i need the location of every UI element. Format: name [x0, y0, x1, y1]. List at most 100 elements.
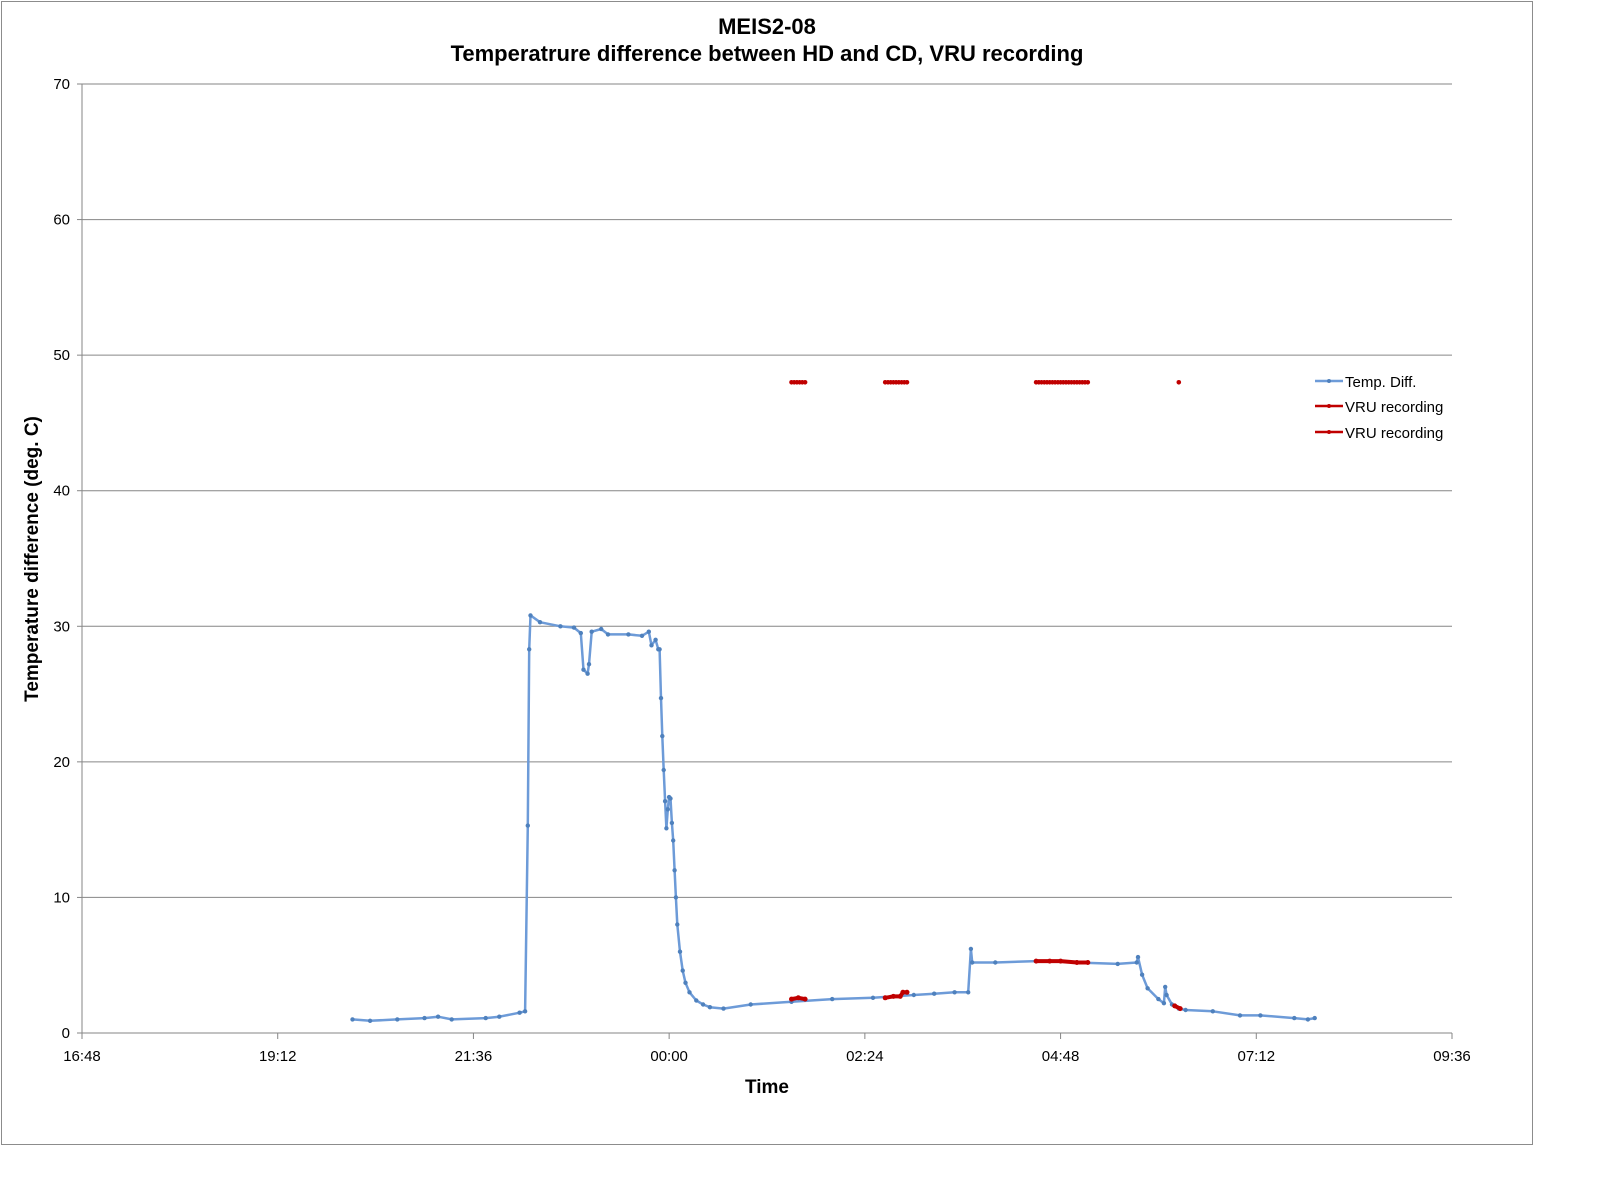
vru-segment-1-point-0 [882, 995, 888, 1001]
legend-label-temp-diff: Temp. Diff. [1345, 374, 1416, 391]
legend-item-vru-markers: VRU recording [1315, 399, 1443, 416]
temp-diff-point-16 [578, 630, 583, 636]
temp-diff-point-48 [700, 1002, 706, 1007]
legend: Temp. Diff. VRU recording VRU recording [1315, 374, 1443, 442]
vru-segment-3-point-0 [1172, 1003, 1178, 1009]
temp-diff-point-13 [537, 620, 543, 625]
y-tick-label-0: 0 [62, 1025, 70, 1042]
temp-diff-point-26 [649, 643, 654, 648]
vru-marker-14 [904, 380, 910, 385]
temp-diff-point-47 [694, 998, 699, 1003]
temp-diff-point-11 [527, 647, 532, 652]
legend-marker-temp-diff [1327, 379, 1331, 383]
vru-segment-2-point-3 [1074, 960, 1080, 965]
temp-diff-point-76 [1183, 1007, 1188, 1013]
y-axis-title: Temperature difference (deg. C) [22, 416, 43, 702]
y-tick-label-10: 10 [53, 889, 70, 906]
x-tick-label-1648: 16:48 [63, 1048, 101, 1065]
vru-segment-2-point-4 [1085, 960, 1091, 965]
y-tick-label-20: 20 [53, 754, 70, 771]
temp-diff-point-10 [525, 823, 530, 828]
temp-diff-point-37 [668, 796, 673, 801]
legend-label-vru-markers: VRU recording [1345, 399, 1443, 416]
vru-segment-1-point-4 [904, 989, 910, 995]
temp-diff-point-20 [589, 629, 594, 634]
temp-diff-point-0 [350, 1017, 355, 1022]
temp-diff-point-24 [639, 633, 645, 638]
temp-diff-point-79 [1258, 1013, 1263, 1018]
temp-diff-point-61 [993, 960, 998, 965]
temp-diff-point-59 [968, 946, 974, 952]
vru-segment-1-point-3 [900, 989, 906, 995]
temp-diff-point-33 [662, 799, 668, 804]
temp-diff-point-60 [970, 960, 975, 965]
temp-diff-point-31 [660, 733, 665, 739]
temp-diff-point-34 [664, 826, 669, 831]
legend-label-vru-segments: VRU recording [1345, 425, 1443, 442]
temp-diff-point-6 [483, 1015, 488, 1021]
temp-diff-point-46 [687, 990, 692, 995]
temp-diff-point-57 [952, 990, 957, 995]
temp-diff-point-18 [585, 671, 590, 676]
temp-diff-point-25 [646, 629, 651, 634]
temp-diff-point-66 [1134, 960, 1139, 965]
temp-diff-point-39 [671, 838, 676, 843]
temp-diff-point-71 [1161, 1001, 1167, 1006]
temp-diff-point-7 [497, 1014, 502, 1019]
vru-marker-35 [1176, 380, 1182, 385]
temp-diff-point-14 [558, 624, 563, 629]
gridlines [82, 83, 1452, 898]
plot-area [350, 380, 1317, 1023]
temp-diff-point-82 [1312, 1015, 1317, 1021]
chart-subtitle: Temperatrure difference between HD and C… [451, 41, 1084, 66]
temp-diff-point-40 [672, 868, 677, 873]
temp-diff-point-30 [658, 695, 664, 701]
temp-diff-point-8 [517, 1010, 522, 1015]
temp-diff-line [352, 614, 1315, 1023]
x-tick-label-1912: 19:12 [259, 1048, 297, 1065]
x-tick-label-2136: 21:36 [455, 1048, 493, 1065]
temp-diff-point-4 [435, 1014, 441, 1019]
temp-diff-point-22 [605, 632, 611, 637]
temp-diff-point-78 [1237, 1013, 1243, 1018]
temp-diff-point-77 [1210, 1009, 1216, 1014]
temp-diff-point-2 [395, 1017, 400, 1022]
temp-diff-point-45 [683, 980, 688, 985]
legend-marker-vru-segments [1327, 430, 1331, 434]
temp-diff-point-9 [522, 1009, 528, 1014]
x-axis-title: Time [745, 1077, 789, 1098]
temp-diff-point-27 [653, 637, 658, 642]
x-tick-label-0448: 04:48 [1042, 1048, 1080, 1065]
temp-diff-point-19 [586, 662, 592, 667]
y-tick-label-50: 50 [53, 347, 70, 364]
temp-diff-point-15 [571, 625, 577, 630]
temp-diff-point-49 [707, 1005, 713, 1010]
x-tick-label-0936: 09:36 [1433, 1048, 1471, 1065]
y-tick-label-60: 60 [53, 212, 70, 229]
temp-diff-point-41 [673, 895, 679, 900]
vru-segment-2-point-2 [1058, 958, 1064, 964]
temp-diff-point-80 [1292, 1015, 1297, 1021]
x-tick-label-0712: 07:12 [1238, 1048, 1276, 1065]
temp-diff-point-12 [528, 613, 533, 618]
vru-segment-1-point-1 [890, 993, 896, 999]
temp-diff-point-29 [657, 647, 662, 652]
temp-diff-point-32 [661, 767, 666, 773]
temp-diff-point-72 [1163, 984, 1168, 990]
temp-diff-point-73 [1164, 992, 1169, 998]
temp-diff-point-35 [665, 807, 670, 812]
vru-segment-0-point-0 [789, 996, 794, 1002]
legend-item-vru-segments: VRU recording [1315, 425, 1443, 442]
temp-diff-point-58 [966, 990, 971, 995]
legend-item-temp-diff: Temp. Diff. [1315, 374, 1416, 391]
temp-diff-point-17 [581, 667, 586, 672]
y-tick-label-30: 30 [53, 618, 70, 635]
vru-segment-3-point-1 [1177, 1006, 1183, 1012]
temp-diff-point-69 [1145, 986, 1150, 991]
vru-marker-34 [1085, 380, 1091, 385]
vru-marker-5 [802, 380, 808, 385]
temp-diff-point-68 [1139, 972, 1145, 977]
temp-diff-point-50 [721, 1006, 726, 1011]
temp-diff-point-51 [748, 1002, 753, 1007]
temp-diff-point-1 [367, 1018, 373, 1023]
